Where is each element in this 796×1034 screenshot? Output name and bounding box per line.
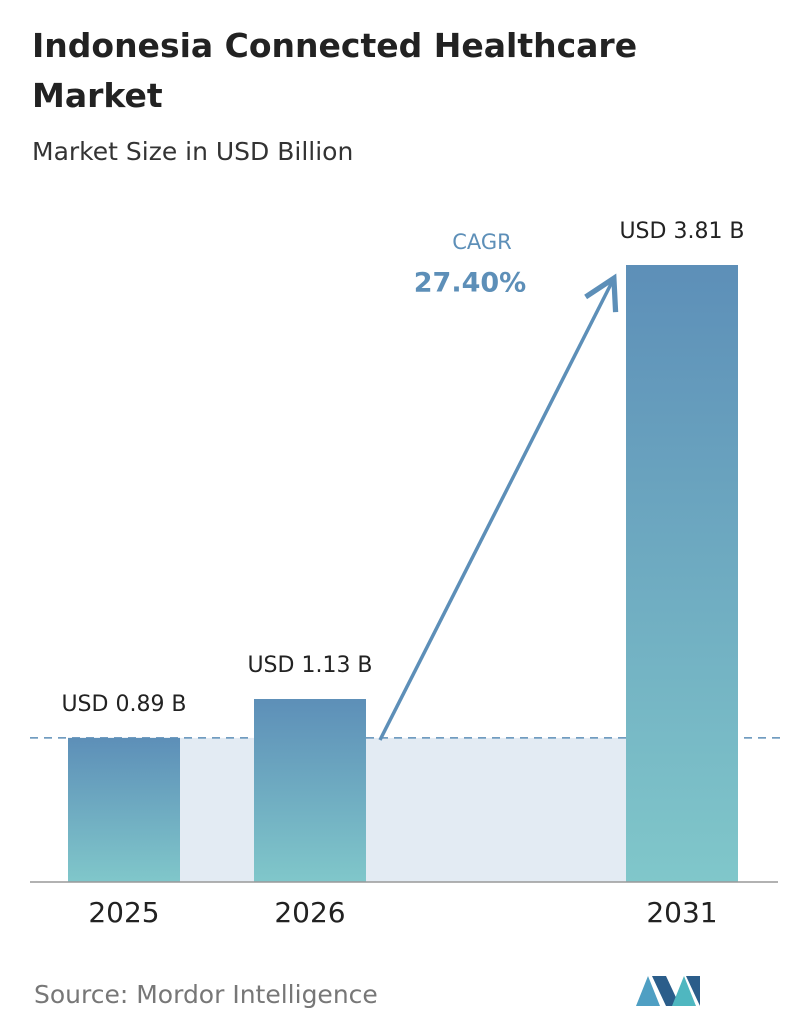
reference-band <box>124 737 682 882</box>
chart-subtitle: Market Size in USD Billion <box>32 137 353 166</box>
value-label: USD 0.89 B <box>61 692 186 717</box>
x-tick-label: 2031 <box>646 896 717 929</box>
value-label: USD 3.81 B <box>619 219 744 244</box>
bar <box>626 265 738 882</box>
x-tick-label: 2026 <box>274 896 345 929</box>
chart-title: Indonesia Connected Healthcare Market <box>32 26 637 115</box>
cagr-value: 27.40% <box>414 268 526 299</box>
bar <box>254 699 366 882</box>
cagr-arrow <box>378 273 619 741</box>
x-tick-label: 2025 <box>88 896 159 929</box>
cagr-label: CAGR <box>452 230 512 254</box>
title-line: Indonesia Connected Healthcare <box>32 26 637 65</box>
source: Source: Mordor Intelligence <box>34 980 378 1009</box>
bar <box>68 737 180 882</box>
value-label: USD 1.13 B <box>247 653 372 678</box>
title-line: Market <box>32 76 163 115</box>
logo <box>636 976 700 1006</box>
plot-area: USD 0.89 B 2025 USD 1.13 B 2026 USD 3.81 B 20… <box>30 219 780 929</box>
